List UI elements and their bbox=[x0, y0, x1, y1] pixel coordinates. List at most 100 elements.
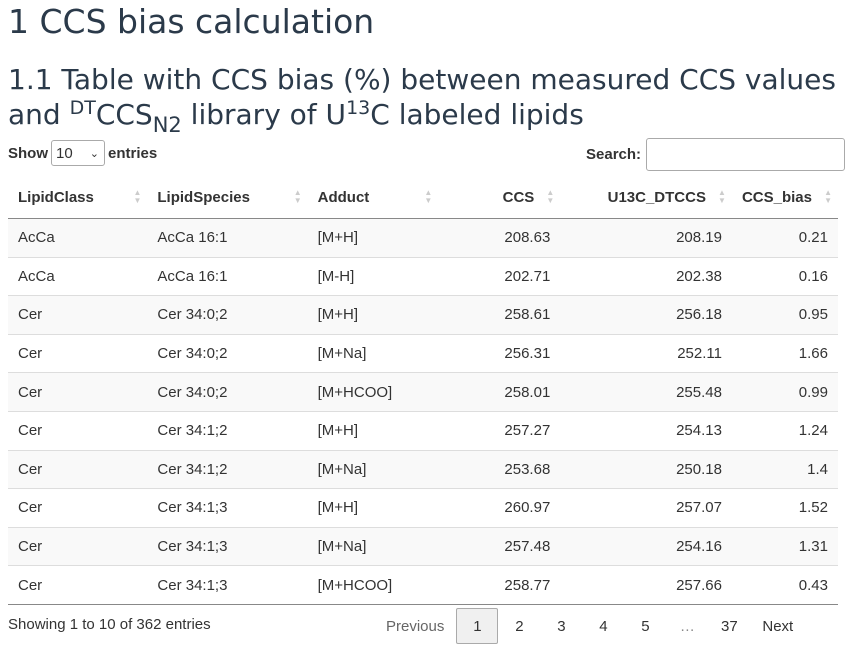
next-button[interactable]: Next bbox=[762, 617, 794, 635]
table-row: Cer Cer 34:1;3 [M+H] 260.97 257.07 1.52 bbox=[8, 488, 838, 528]
table-heading-text: 1.1 Table with CCS bias (%) between meas… bbox=[8, 63, 836, 131]
table-row: Cer Cer 34:0;2 [M+H] 258.61 256.18 0.95 bbox=[8, 295, 838, 335]
cell-adduct: [M+Na] bbox=[307, 333, 439, 373]
cell-lipidspecies: Cer 34:1;3 bbox=[147, 488, 308, 528]
section-heading: 1 CCS bias calculation bbox=[8, 2, 375, 41]
cell-adduct: [M+H] bbox=[307, 488, 439, 528]
cell-ccs-bias: 0.16 bbox=[731, 256, 838, 296]
cell-lipidspecies: AcCa 16:1 bbox=[147, 256, 308, 296]
cell-ccs: 202.71 bbox=[438, 256, 561, 296]
page-length-control: Show 10 ⌄ entries bbox=[8, 140, 157, 166]
cell-lipidclass: Cer bbox=[8, 526, 148, 566]
cell-u13c-dtccs: 252.11 bbox=[560, 333, 732, 373]
cell-ccs: 258.77 bbox=[438, 565, 561, 605]
cell-ccs-bias: 1.52 bbox=[731, 488, 838, 528]
table-heading-text-3: C labeled lipids bbox=[370, 98, 584, 131]
table-row: AcCa AcCa 16:1 [M-H] 202.71 202.38 0.16 bbox=[8, 256, 838, 296]
cell-lipidclass: Cer bbox=[8, 372, 148, 412]
cell-lipidspecies: AcCa 16:1 bbox=[147, 218, 308, 258]
page-button-4[interactable]: 4 bbox=[599, 617, 608, 635]
length-suffix: entries bbox=[108, 144, 158, 162]
table-heading-ccs: CCS bbox=[95, 98, 153, 131]
cell-ccs-bias: 1.31 bbox=[731, 526, 838, 566]
column-header-lipidclass[interactable]: LipidClass ▲ ▼ bbox=[8, 177, 148, 219]
column-header-ccs-bias[interactable]: CCS_bias ▲ ▼ bbox=[731, 177, 838, 219]
previous-button[interactable]: Previous bbox=[386, 617, 445, 635]
cell-u13c-dtccs: 250.18 bbox=[560, 449, 732, 489]
table-row: Cer Cer 34:0;2 [M+Na] 256.31 252.11 1.66 bbox=[8, 333, 838, 373]
cell-ccs-bias: 0.43 bbox=[731, 565, 838, 605]
column-header-label: LipidClass bbox=[18, 189, 94, 206]
cell-ccs-bias: 0.99 bbox=[731, 372, 838, 412]
cell-ccs: 258.61 bbox=[438, 295, 561, 335]
cell-lipidclass: Cer bbox=[8, 565, 148, 605]
table-heading-text-2: library of U bbox=[181, 98, 347, 131]
sort-icon: ▲ ▼ bbox=[718, 188, 726, 205]
pagination: Previous 1 2 3 4 5 … 37 Next bbox=[374, 607, 805, 645]
cell-ccs: 253.68 bbox=[438, 449, 561, 489]
cell-u13c-dtccs: 257.07 bbox=[560, 488, 732, 528]
cell-ccs: 257.27 bbox=[438, 410, 561, 451]
cell-u13c-dtccs: 254.16 bbox=[560, 526, 732, 566]
column-header-ccs[interactable]: CCS ▲ ▼ bbox=[438, 177, 561, 219]
data-table: LipidClass ▲ ▼ LipidSpecies ▲ ▼ Adduct ▲ ▼ … bbox=[8, 177, 838, 605]
page-button-5[interactable]: 5 bbox=[641, 617, 650, 635]
cell-ccs-bias: 0.21 bbox=[731, 218, 838, 258]
cell-lipidspecies: Cer 34:0;2 bbox=[147, 295, 308, 335]
cell-ccs-bias: 1.24 bbox=[731, 410, 838, 451]
cell-u13c-dtccs: 257.66 bbox=[560, 565, 732, 605]
table-row: Cer Cer 34:1;2 [M+Na] 253.68 250.18 1.4 bbox=[8, 449, 838, 489]
cell-u13c-dtccs: 256.18 bbox=[560, 295, 732, 335]
column-header-u13c-dtccs[interactable]: U13C_DTCCS ▲ ▼ bbox=[560, 177, 732, 219]
sort-icon: ▲ ▼ bbox=[824, 188, 832, 205]
column-header-label: Adduct bbox=[317, 189, 370, 206]
cell-u13c-dtccs: 202.38 bbox=[560, 256, 732, 296]
page-button-1[interactable]: 1 bbox=[456, 608, 499, 644]
cell-lipidspecies: Cer 34:1;3 bbox=[147, 565, 308, 605]
cell-lipidclass: AcCa bbox=[8, 256, 148, 296]
cell-lipidclass: Cer bbox=[8, 488, 148, 528]
cell-lipidclass: Cer bbox=[8, 295, 148, 335]
page-button-2[interactable]: 2 bbox=[515, 617, 524, 635]
sort-icon: ▲ ▼ bbox=[546, 188, 555, 205]
column-header-label: CCS_bias bbox=[741, 189, 812, 206]
cell-adduct: [M+Na] bbox=[307, 526, 439, 566]
page-length-select[interactable]: 10 ⌄ bbox=[51, 140, 105, 166]
column-header-label: U13C_DTCCS bbox=[607, 189, 706, 206]
column-header-adduct[interactable]: Adduct ▲ ▼ bbox=[307, 177, 439, 219]
table-row: Cer Cer 34:0;2 [M+HCOO] 258.01 255.48 0.… bbox=[8, 372, 838, 412]
cell-adduct: [M+HCOO] bbox=[307, 565, 439, 605]
cell-lipidclass: Cer bbox=[8, 449, 148, 489]
table-row: Cer Cer 34:1;3 [M+HCOO] 258.77 257.66 0.… bbox=[8, 565, 838, 605]
cell-u13c-dtccs: 255.48 bbox=[560, 372, 732, 412]
cell-ccs: 260.97 bbox=[438, 488, 561, 528]
table-info: Showing 1 to 10 of 362 entries bbox=[8, 616, 211, 633]
page-button-3[interactable]: 3 bbox=[557, 617, 566, 635]
cell-ccs-bias: 0.95 bbox=[731, 295, 838, 335]
table-header-row: LipidClass ▲ ▼ LipidSpecies ▲ ▼ Adduct ▲ ▼ … bbox=[8, 177, 838, 219]
cell-adduct: [M+Na] bbox=[307, 449, 439, 489]
cell-ccs: 208.63 bbox=[438, 218, 561, 258]
sort-icon: ▲ ▼ bbox=[133, 188, 142, 205]
cell-ccs: 257.48 bbox=[438, 526, 561, 566]
search-input[interactable] bbox=[646, 138, 846, 171]
chevron-down-icon: ⌄ bbox=[89, 147, 99, 160]
table-heading-sub-n2: N2 bbox=[152, 113, 182, 137]
cell-u13c-dtccs: 208.19 bbox=[560, 218, 732, 258]
cell-lipidspecies: Cer 34:0;2 bbox=[147, 333, 308, 373]
column-header-lipidspecies[interactable]: LipidSpecies ▲ ▼ bbox=[147, 177, 308, 219]
cell-lipidclass: AcCa bbox=[8, 218, 148, 258]
table-heading: 1.1 Table with CCS bias (%) between meas… bbox=[8, 62, 844, 137]
table-row: AcCa AcCa 16:1 [M+H] 208.63 208.19 0.21 bbox=[8, 218, 838, 258]
cell-adduct: [M+H] bbox=[307, 295, 439, 335]
cell-lipidspecies: Cer 34:1;3 bbox=[147, 526, 308, 566]
sort-icon: ▲ ▼ bbox=[293, 188, 302, 205]
cell-lipidspecies: Cer 34:1;2 bbox=[147, 449, 308, 489]
page-ellipsis: … bbox=[679, 617, 695, 635]
page-button-last[interactable]: 37 bbox=[721, 617, 738, 635]
table-row: Cer Cer 34:1;2 [M+H] 257.27 254.13 1.24 bbox=[8, 410, 838, 451]
cell-lipidclass: Cer bbox=[8, 410, 148, 451]
cell-lipidspecies: Cer 34:0;2 bbox=[147, 372, 308, 412]
cell-ccs-bias: 1.66 bbox=[731, 333, 838, 373]
